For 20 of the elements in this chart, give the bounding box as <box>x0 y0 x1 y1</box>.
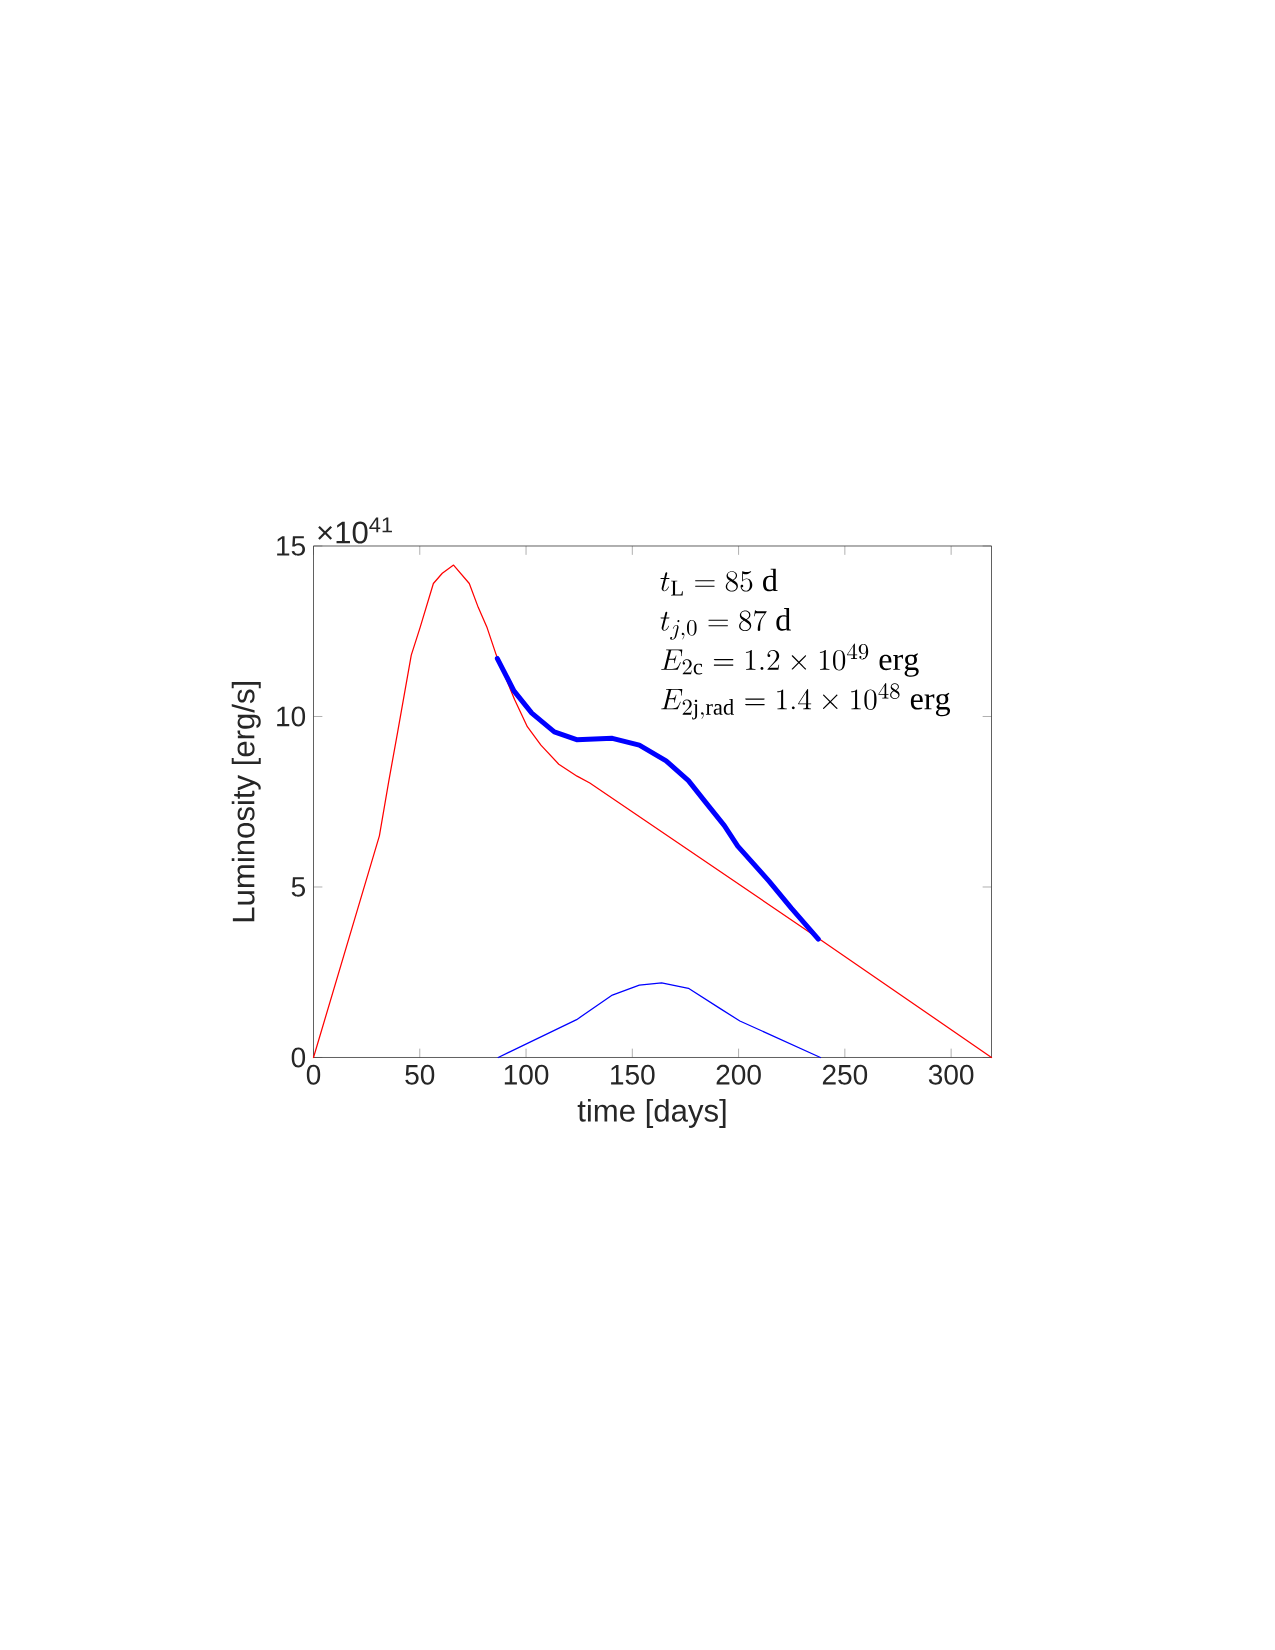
x-tick-label: 50 <box>405 1064 435 1085</box>
line-series <box>497 982 822 1059</box>
annotation: $E_{2\mathrm{j,rad}} = 1.4\times 10^{48}\ \mathrm{erg}$ <box>661 683 951 720</box>
y-tick-label: 15 <box>277 536 305 556</box>
x-tick-label: 100 <box>504 1064 549 1085</box>
annotation: $E_{2\mathrm{c}} = 1.2\times 10^{49}\ \mathrm{erg}$ <box>661 643 919 677</box>
annotation: $t_{\mathrm{L}} = 85\ \mathrm{d}$ <box>660 568 778 596</box>
text: ×10$^{41}$ <box>318 517 392 544</box>
y-tick-label: 5 <box>291 877 306 897</box>
x-tick-label: 300 <box>928 1064 974 1085</box>
y-tick-label: 10 <box>277 706 306 727</box>
annotation: $t_{j,0} = 87\ \mathrm{d}$ <box>660 608 791 640</box>
y-tick-label: 0 <box>291 1047 306 1068</box>
x-axis-title: time [days] <box>577 1098 726 1128</box>
x-tick-label: 150 <box>611 1064 655 1085</box>
x-tick-label: 0 <box>306 1064 321 1085</box>
x-tick-label: 250 <box>822 1064 868 1085</box>
line-series <box>312 564 993 1059</box>
y-axis-title: Luminosity [erg/s] <box>231 682 261 922</box>
x-tick-label: 200 <box>716 1064 761 1085</box>
